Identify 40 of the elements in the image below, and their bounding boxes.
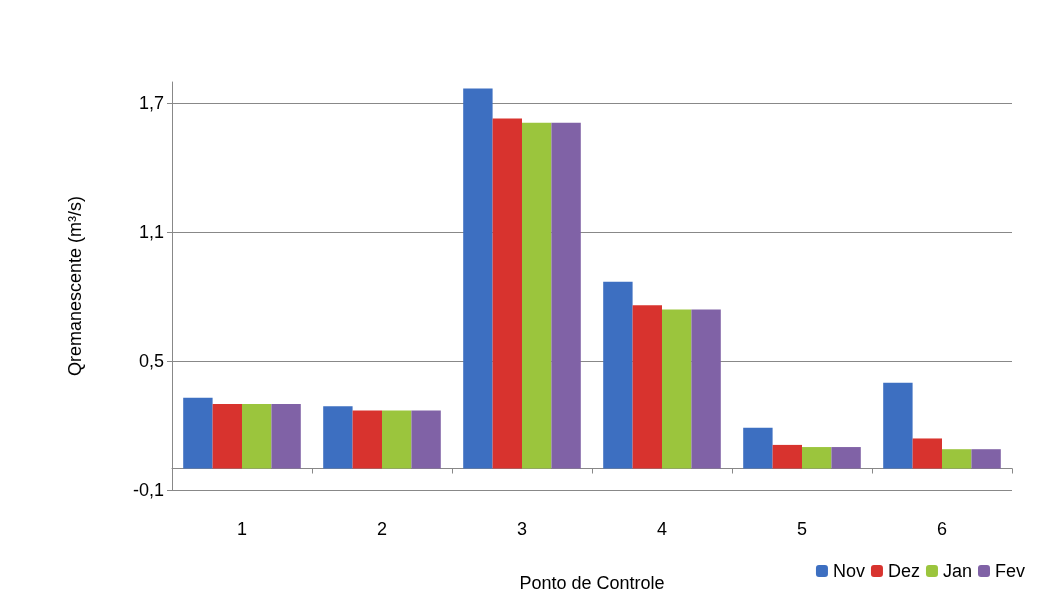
bar xyxy=(632,305,662,469)
bar xyxy=(352,410,382,469)
bar xyxy=(183,397,213,469)
bar xyxy=(942,449,972,469)
legend-label: Fev xyxy=(994,561,1026,581)
x-tick-label: 2 xyxy=(376,519,388,539)
bar xyxy=(463,88,493,469)
bar xyxy=(522,122,552,469)
bar xyxy=(772,444,802,469)
x-tick-label: 4 xyxy=(656,519,668,539)
x-tick-label: 1 xyxy=(236,519,248,539)
y-axis-title: Qremanescente (m³/s) xyxy=(65,195,85,377)
legend-label: Dez xyxy=(887,561,920,581)
bar xyxy=(912,438,942,469)
x-axis-title: Ponto de Controle xyxy=(519,573,665,593)
bar xyxy=(883,382,913,469)
x-tick-label: 3 xyxy=(516,519,528,539)
bar xyxy=(971,449,1001,469)
bar xyxy=(382,410,412,469)
bar xyxy=(551,122,581,469)
bar xyxy=(492,118,522,469)
x-tick-label: 5 xyxy=(796,519,808,539)
bar xyxy=(242,404,272,469)
bar xyxy=(271,404,301,469)
legend-label: Jan xyxy=(942,561,972,581)
bar xyxy=(691,309,721,469)
bar xyxy=(411,410,441,469)
bar xyxy=(323,406,353,469)
x-tick-label: 6 xyxy=(936,519,948,539)
bar xyxy=(212,404,242,469)
legend-label: Nov xyxy=(832,561,865,581)
y-tick-label: 0,5 xyxy=(138,351,164,372)
bar xyxy=(603,281,633,469)
bar xyxy=(802,447,832,469)
y-tick-label: 1,7 xyxy=(138,93,164,114)
y-tick-label: -0,1 xyxy=(132,480,164,500)
y-tick-label: 1,1 xyxy=(138,222,164,243)
bar xyxy=(662,309,692,469)
bar xyxy=(831,447,861,469)
bar xyxy=(743,427,773,469)
